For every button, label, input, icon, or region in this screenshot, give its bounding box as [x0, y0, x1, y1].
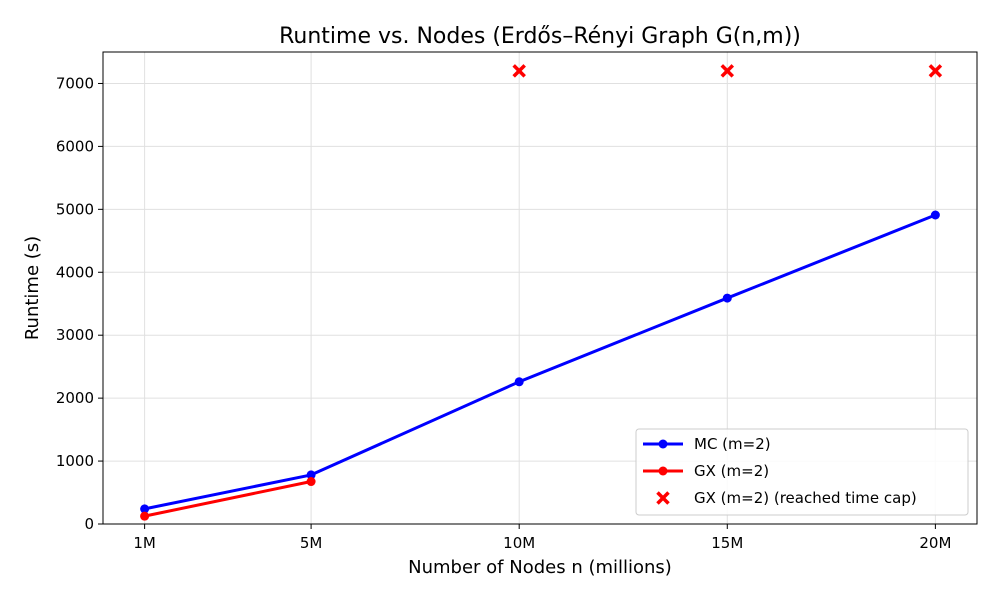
x-tick-label: 20M — [919, 534, 951, 552]
data-point-x-b — [512, 64, 526, 78]
legend-swatch-x-b — [656, 491, 670, 505]
x-axis-label: Number of Nodes n (millions) — [408, 557, 672, 578]
data-point-x-b — [720, 64, 735, 78]
chart-title: Runtime vs. Nodes (Erdős–Rényi Graph G(n… — [279, 24, 801, 49]
y-tick-label: 0 — [84, 515, 94, 533]
y-tick-label: 6000 — [56, 137, 94, 155]
data-point — [140, 504, 150, 514]
legend-box — [635, 428, 969, 516]
y-tick-label: 2000 — [56, 389, 94, 407]
y-axis: 0 1000 2000 3000 4000 5000 6000 7000 — [56, 74, 103, 533]
x-tick-label: 5M — [300, 534, 323, 552]
y-tick-label: 1000 — [56, 452, 94, 470]
x-tick-label: 1M — [133, 534, 156, 552]
x-tick-label: 15M — [711, 534, 743, 552]
data-point-x-b — [928, 64, 943, 78]
x-axis: 1M 5M 10M 15M 20M — [133, 524, 951, 552]
y-tick-label: 4000 — [56, 263, 94, 281]
legend-swatch-marker — [658, 439, 668, 449]
legend-entry-label: GX (m=2) — [694, 462, 769, 480]
legend-entry-label: MC (m=2) — [694, 435, 771, 453]
series-0 — [140, 210, 940, 514]
data-point — [930, 210, 940, 220]
series-line — [144, 480, 312, 518]
y-tick-label: 5000 — [56, 200, 94, 218]
data-point — [306, 477, 316, 487]
series-1 — [140, 477, 316, 521]
legend: MC (m=2) GX (m=2) GX (m=2) (reached time c… — [635, 428, 969, 516]
y-axis-label: Runtime (s) — [22, 236, 43, 340]
y-tick-label: 7000 — [56, 74, 94, 92]
data-point — [722, 293, 732, 303]
series-layer — [140, 64, 943, 521]
data-point — [514, 377, 524, 387]
x-tick-label: 10M — [503, 534, 535, 552]
y-tick-label: 3000 — [56, 326, 94, 344]
plot-frame — [102, 51, 978, 525]
legend-entry-label: GX (m=2) (reached time cap) — [694, 489, 917, 507]
legend-swatch-marker — [658, 466, 668, 476]
data-point — [140, 511, 150, 521]
data-point — [306, 470, 316, 480]
series-2 — [512, 64, 943, 78]
